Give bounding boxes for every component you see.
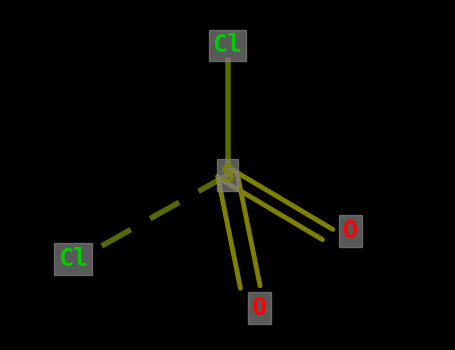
Text: Cl: Cl — [58, 247, 88, 271]
Text: O: O — [343, 219, 358, 243]
Text: Cl: Cl — [212, 34, 243, 57]
Text: O: O — [252, 296, 267, 320]
Text: S: S — [220, 163, 235, 187]
